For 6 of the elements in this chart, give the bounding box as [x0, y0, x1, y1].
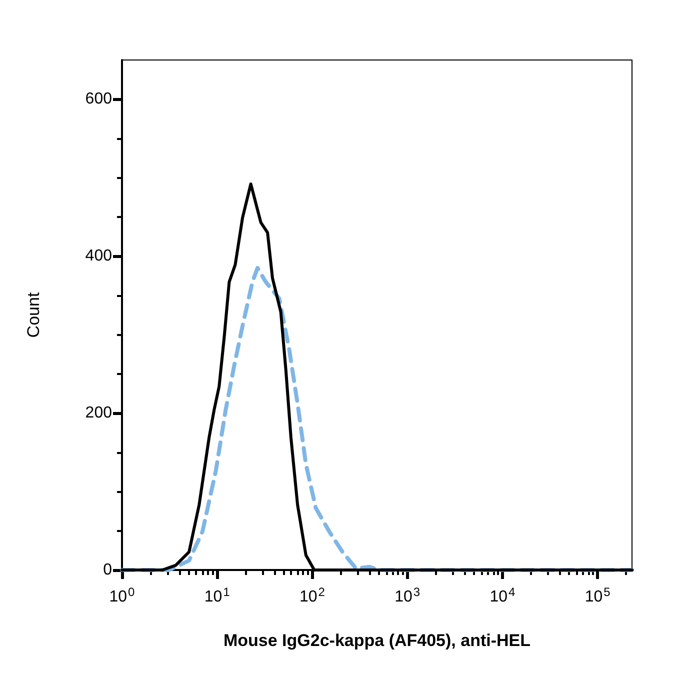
y-axis-title: Count: [24, 292, 43, 338]
x-axis-title: Mouse IgG2c-kappa (AF405), anti-HEL: [224, 631, 530, 650]
y-tick-label: 600: [85, 90, 112, 108]
y-tick-label: 200: [85, 404, 112, 422]
y-tick-label: 0: [103, 562, 112, 578]
y-tick-label: 400: [85, 248, 112, 265]
